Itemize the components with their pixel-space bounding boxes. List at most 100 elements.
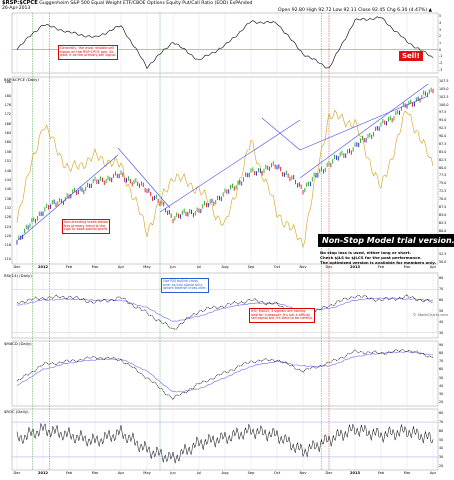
price-tick-right: 100.0 — [439, 102, 449, 107]
oscillator-tick-right: 5 — [439, 14, 442, 19]
price-tick-right: 55.0 — [439, 244, 447, 249]
rsi-tick-right: 80 — [439, 276, 444, 281]
price-tick-left: 116 — [4, 243, 11, 248]
month-label-bottom: May — [143, 471, 151, 475]
macd-tick-right: 50 — [439, 375, 444, 380]
price-tick-left: 148 — [4, 168, 11, 173]
month-label-bottom: Nov — [299, 471, 307, 475]
macd-tick-right: 60 — [439, 367, 444, 372]
oscillator-line — [16, 16, 434, 70]
price-tick-left: 140 — [4, 187, 11, 192]
trend-line — [117, 147, 171, 209]
price-tick-right: 95.0 — [439, 118, 447, 123]
price-tick-left: 152 — [4, 159, 11, 164]
macd-signal-line — [16, 350, 434, 393]
month-label: Feb — [377, 265, 385, 269]
month-label: Oct — [273, 265, 281, 269]
month-label: Nov — [299, 265, 307, 269]
top-sell-note: Generally, the most reliable sell signal… — [58, 45, 119, 60]
ticker-symbol: $RSP:$CPCE — [2, 0, 38, 6]
month-label: Mar — [403, 265, 411, 269]
rsi-buy-note: Use RSI bullish cross over as buy signal… — [161, 278, 209, 293]
price-tick-right: 57.5 — [439, 236, 447, 241]
price-tick-left: 110 — [4, 257, 11, 262]
month-label: Aug — [221, 265, 229, 269]
overlay-series-line — [16, 109, 434, 248]
month-label: 2012 — [37, 265, 49, 269]
trend-line — [299, 95, 429, 151]
price-tick-left: 172 — [4, 112, 11, 117]
month-label: Apr — [117, 265, 125, 269]
price-tick-left: 176 — [4, 103, 11, 108]
month-label: Dec — [13, 265, 21, 269]
price-tick-right: 87.5 — [439, 141, 447, 146]
roc-line — [16, 423, 434, 464]
roc-tick-right: 40 — [439, 446, 444, 451]
price-tick-right: 70.0 — [439, 197, 447, 202]
month-label: Apr — [429, 265, 437, 269]
roc-panel-title: $ROC (Daily) — [4, 409, 29, 414]
rsi-tick-right: 50 — [439, 308, 444, 313]
month-label-bottom: Mar — [91, 471, 99, 475]
trend-line — [17, 154, 119, 241]
price-tick-right: 105.0 — [439, 86, 449, 91]
month-label-bottom: Sep — [247, 471, 255, 475]
month-label-bottom: Apr — [429, 471, 437, 475]
ohlc-readout: Open 92.80 High 92.72 Low 92.11 Close 92… — [278, 8, 433, 13]
roc-tick-right: 30 — [439, 454, 444, 459]
month-label-bottom: 2012 — [37, 471, 49, 475]
price-tick-right: 92.5 — [439, 126, 447, 131]
roc-tick-right: 50 — [439, 437, 444, 442]
month-label-bottom: Mar — [403, 471, 411, 475]
trial-title: Non-Stop Model trial version. — [318, 234, 454, 247]
roc-tick-right: 60 — [439, 428, 444, 433]
month-label: Sep — [247, 265, 255, 269]
month-label-bottom: Oct — [273, 471, 281, 475]
oscillator-tick-right: 4 — [439, 21, 442, 25]
rsi-line — [16, 294, 434, 330]
price-tick-right: 62.5 — [439, 220, 447, 225]
price-tick-right: 52.5 — [439, 252, 447, 257]
price-tick-right: 50.0 — [439, 260, 447, 264]
price-tick-left: 168 — [4, 121, 11, 126]
macd-tick-right: 90 — [439, 343, 444, 348]
rsi-signal-line — [16, 297, 434, 322]
price-tick-left: 120 — [4, 233, 11, 238]
month-label: Jun — [170, 265, 176, 269]
month-label: May — [143, 265, 151, 269]
month-label-bottom: Aug — [221, 471, 229, 475]
price-tick-left: 186 — [4, 79, 11, 84]
price-tick-right: 60.0 — [439, 228, 447, 233]
price-tick-left: 144 — [4, 177, 11, 182]
month-label-bottom: Feb — [377, 471, 385, 475]
price-tick-right: 97.5 — [439, 110, 447, 115]
chart-ticker-line: $RSP:$CPCE Guggenheim S&P 500 Equal Weig… — [2, 0, 252, 6]
price-tick-right: 67.5 — [439, 204, 447, 209]
trial-description: No stop loss is used, either long or sho… — [320, 250, 437, 266]
oscillator-tick-right: -3 — [439, 67, 443, 72]
roc-tick-right: 20 — [439, 463, 444, 468]
month-label: Mar — [91, 265, 99, 269]
price-tick-right: 65.0 — [439, 212, 447, 217]
month-label-bottom: Apr — [117, 471, 125, 475]
macd-warning-note: RSI, MACD, 3 signals are having bearish … — [249, 308, 315, 323]
month-label-bottom: Jul — [196, 471, 202, 475]
oscillator-tick-right: 0 — [439, 47, 442, 52]
price-tick-left: 156 — [4, 149, 11, 154]
price-tick-left: 180 — [4, 93, 11, 98]
price-tick-left: 136 — [4, 196, 11, 201]
oscillator-tick-right: -2 — [439, 61, 443, 65]
oscillator-tick-right: -1 — [439, 54, 443, 59]
rsi-tick-right: 70 — [439, 287, 444, 292]
month-label: Feb — [65, 265, 73, 269]
trend-line — [261, 117, 301, 151]
rsi-tick-right: 60 — [439, 298, 444, 303]
sell-label: Sell! — [399, 51, 423, 61]
price-tick-right: 90.0 — [439, 134, 447, 139]
price-tick-left: 124 — [4, 224, 11, 229]
macd-tick-right: 20 — [439, 399, 444, 404]
price-tick-right: 107.5 — [439, 79, 449, 83]
price-tick-left: 128 — [4, 215, 11, 220]
